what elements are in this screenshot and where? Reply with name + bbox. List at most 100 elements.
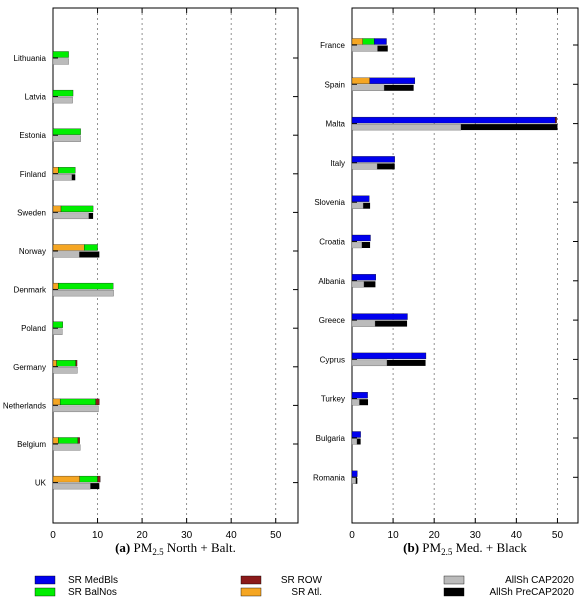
- caption-text: Med. + Black: [452, 540, 527, 555]
- category-label-uk: UK: [35, 479, 47, 488]
- bar-sr-medbls-cyprus: [351, 352, 427, 360]
- bar-allsh-cap2020-netherlands: [52, 405, 99, 413]
- bar-allsh-precap2020-greece: [352, 320, 408, 327]
- bar-sr-medbls-albania: [351, 274, 376, 281]
- bar-sr-balnos-france: [362, 38, 375, 45]
- x-tick-label: 0: [349, 530, 355, 541]
- bar-sr-medbls-italy: [351, 156, 395, 163]
- caption-subscript: 2.5: [441, 547, 453, 557]
- category-label-romania: Romania: [313, 473, 346, 482]
- category-label-lithuania: Lithuania: [14, 54, 47, 63]
- category-label-latvia: Latvia: [25, 93, 47, 102]
- bar-sr-row-netherlands: [95, 398, 100, 406]
- bar-allsh-cap2020-poland: [52, 328, 63, 335]
- legend-swatch-allsh-cap2020: [443, 575, 465, 585]
- bar-sr-medbls-greece: [351, 313, 408, 320]
- category-label-bulgaria: Bulgaria: [316, 434, 346, 443]
- bar-allsh-cap2020-turkey: [351, 399, 360, 406]
- bar-sr-medbls-croatia: [351, 234, 371, 242]
- category-label-belgium: Belgium: [17, 440, 46, 449]
- plot-frame: [351, 7, 579, 524]
- bar-sr-balnos-poland: [52, 321, 63, 328]
- category-label-cyprus: Cyprus: [320, 355, 345, 364]
- category-label-turkey: Turkey: [321, 395, 345, 404]
- bar-allsh-cap2020-italy: [351, 163, 378, 170]
- category-label-greece: Greece: [319, 316, 346, 325]
- bar-sr-balnos-latvia: [52, 89, 74, 97]
- bar-allsh-cap2020-croatia: [351, 241, 363, 249]
- bar-sr-medbls-slovenia: [351, 195, 370, 202]
- category-label-netherlands: Netherlands: [3, 401, 46, 410]
- x-tick-label: 50: [552, 530, 564, 541]
- bar-allsh-cap2020-belgium: [52, 444, 81, 451]
- x-tick-label: 30: [470, 530, 482, 541]
- legend-label-sr-medbls: SR MedBls: [68, 575, 118, 586]
- bar-allsh-cap2020-germany: [52, 367, 78, 374]
- bar-allsh-cap2020-malta: [351, 123, 462, 131]
- bar-sr-atl-uk: [52, 475, 80, 483]
- category-label-italy: Italy: [330, 159, 345, 168]
- legend-label-sr-atl: SR Atl.: [291, 587, 322, 598]
- caption-base: PM: [134, 540, 153, 555]
- bar-sr-row-germany: [75, 360, 78, 367]
- bar-sr-row-belgium: [77, 437, 80, 444]
- bar-allsh-cap2020-latvia: [52, 96, 73, 104]
- bar-allsh-cap2020-cyprus: [351, 359, 388, 367]
- bar-allsh-precap2020-cyprus: [352, 359, 426, 366]
- bar-sr-balnos-belgium: [58, 437, 79, 444]
- category-label-sweden: Sweden: [17, 208, 46, 217]
- panel-b-mediterranean-black: 0 10 20 30 40 50 France Spain Malta Italy Slovenia…: [313, 7, 579, 557]
- category-label-norway: Norway: [19, 247, 46, 256]
- bar-sr-atl-belgium: [52, 437, 59, 444]
- x-tick-label: 20: [429, 530, 441, 541]
- x-tick-label: 10: [92, 530, 104, 541]
- legend-label-sr-row: SR ROW: [281, 575, 323, 586]
- bar-sr-atl-netherlands: [52, 398, 61, 406]
- bar-sr-atl-germany: [52, 360, 57, 367]
- category-label-germany: Germany: [13, 363, 46, 372]
- legend-swatch-allsh-precap2020: [443, 587, 465, 597]
- category-label-slovenia: Slovenia: [314, 198, 345, 207]
- legend-label-allsh-precap2020: AllSh PreCAP2020: [490, 587, 575, 598]
- bar-sr-atl-sweden: [52, 205, 62, 213]
- category-label-malta: Malta: [325, 120, 345, 129]
- x-tick-label: 50: [270, 530, 282, 541]
- bar-sr-medbls-bulgaria: [351, 431, 361, 438]
- bar-sr-balnos-netherlands: [59, 398, 96, 406]
- bar-allsh-cap2020-france: [351, 45, 378, 52]
- bar-allsh-cap2020-slovenia: [351, 202, 364, 209]
- x-tick-label: 40: [226, 530, 238, 541]
- bar-sr-balnos-denmark: [58, 282, 114, 290]
- category-label-spain: Spain: [325, 80, 345, 89]
- bar-sr-medbls-france: [374, 38, 387, 45]
- bar-allsh-cap2020-greece: [351, 320, 376, 327]
- bar-allsh-cap2020-denmark: [52, 289, 114, 297]
- caption-base: PM: [422, 540, 441, 555]
- bar-sr-medbls-romania: [351, 470, 358, 477]
- category-label-croatia: Croatia: [319, 238, 345, 247]
- panel-letter: (b): [403, 540, 422, 555]
- legend-label-sr-balnos: SR BalNos: [68, 587, 117, 598]
- x-tick-label: 10: [388, 530, 400, 541]
- bar-sr-atl-france: [351, 38, 363, 45]
- bar-allsh-cap2020-sweden: [52, 212, 89, 220]
- bar-allsh-cap2020-bulgaria: [351, 438, 358, 445]
- category-label-france: France: [320, 41, 345, 50]
- bar-sr-atl-norway: [52, 244, 85, 251]
- panel-letter: (a): [115, 540, 133, 555]
- bar-allsh-cap2020-spain: [351, 84, 385, 91]
- bar-sr-atl-denmark: [52, 282, 59, 290]
- bar-allsh-cap2020-lithuania: [52, 58, 69, 65]
- category-label-estonia: Estonia: [19, 131, 46, 140]
- bar-sr-medbls-malta: [351, 116, 556, 124]
- caption-subscript: 2.5: [152, 547, 164, 557]
- category-label-denmark: Denmark: [14, 286, 47, 295]
- legend-swatch-sr-balnos: [34, 587, 56, 597]
- x-tick-label: 40: [511, 530, 523, 541]
- bar-allsh-cap2020-romania: [351, 477, 356, 484]
- bar-sr-balnos-germany: [56, 360, 76, 367]
- plot-frame: [52, 7, 299, 524]
- panel-caption: (b) PM2.5 Med. + Black: [403, 540, 527, 557]
